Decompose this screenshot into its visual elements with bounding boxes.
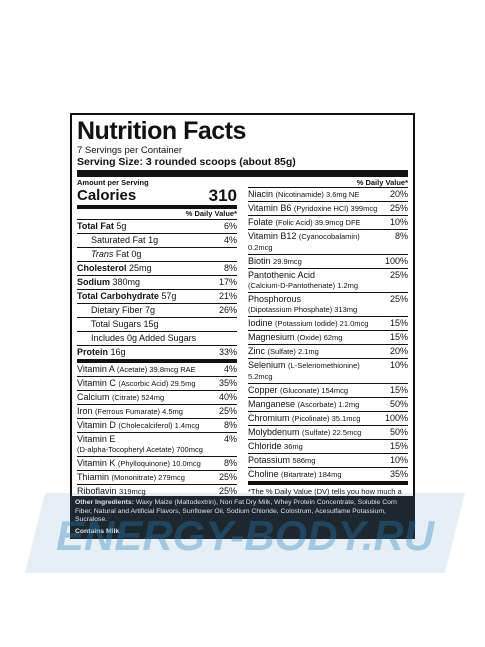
nutrient-row: Total Fat 5g 6% <box>77 220 237 234</box>
vitamin-row: Vitamin D (Cholecalciferol) 1.4mcg 8% <box>77 419 237 433</box>
amount-per-serving: Amount per Serving <box>77 178 149 187</box>
mineral-row: Chromium (Picolinate) 35.1mcg 100% <box>248 412 408 426</box>
vitamin-row: Vitamin K (Phylloquinone) 10.0mcg 8% <box>77 457 237 471</box>
mineral-row: Molybdenum (Sulfate) 22.5mcg 50% <box>248 426 408 440</box>
mineral-row: Vitamin B6 (Pyridoxine HCl) 399mcg 25% <box>248 202 408 216</box>
calories-value: 310 <box>208 186 237 205</box>
divider-bar <box>77 170 408 177</box>
nutrient-row: Sodium 380mg 17% <box>77 276 237 290</box>
ingredients-box: Other Ingredients: Waxy Maize (Maltodext… <box>70 496 415 539</box>
nutrient-row: Cholesterol 25mg 8% <box>77 262 237 276</box>
vitamin-row: Thiamin (Mononitrate) 279mcg 25% <box>77 471 237 485</box>
ingredients-text: Waxy Maize (Maltodextrin), Non Fat Dry M… <box>75 499 397 523</box>
nutrition-facts-panel: Nutrition Facts 7 Servings per Container… <box>70 113 415 521</box>
mineral-row: Magnesium (Oxide) 62mg 15% <box>248 331 408 345</box>
servings-per-container: 7 Servings per Container <box>77 145 183 156</box>
nutrient-row: Total Sugars 15g <box>77 318 237 332</box>
right-column: % Daily Value* Niacin (Nicotinamide) 3.6… <box>248 178 408 522</box>
nutrition-facts-title: Nutrition Facts <box>77 117 246 145</box>
nutrient-row: Includes 0g Added Sugars <box>77 332 237 346</box>
label-columns: Amount per Serving Calories 310 % Daily … <box>77 178 408 522</box>
mineral-row: Biotin 29.9mcg 100% <box>248 255 408 269</box>
mineral-row: Manganese (Ascorbate) 1.2mg 50% <box>248 398 408 412</box>
left-column: Amount per Serving Calories 310 % Daily … <box>77 178 237 522</box>
calories-label: Calories <box>77 187 137 204</box>
mineral-row: Copper (Gluconate) 154mcg 15% <box>248 384 408 398</box>
allergen-statement: Contains Milk <box>75 527 120 535</box>
mineral-row: Folate (Folic Acid) 39.9mcg DFE 10% <box>248 216 408 230</box>
mineral-row: Pantothenic Acid (Calcium-D-Pantothenate)… <box>248 269 408 293</box>
mineral-row: Zinc (Sulfate) 2.1mg 20% <box>248 345 408 359</box>
mineral-row: Chloride 36mg 15% <box>248 440 408 454</box>
vitamin-row: Iron (Ferrous Fumarate) 4.5mg 25% <box>77 405 237 419</box>
vitamin-row: Vitamin C (Ascorbic Acid) 29.5mg 35% <box>77 377 237 391</box>
calories-row: Calories 310 <box>77 187 237 209</box>
nutrient-row: Saturated Fat 1g 4% <box>77 234 237 248</box>
serving-size: Serving Size: 3 rounded scoops (about 85… <box>77 156 296 168</box>
vitamin-row: Vitamin E (D-alpha-Tocopheryl Acetate) 70… <box>77 433 237 457</box>
mineral-row: Choline (Bitartrate) 184mg 35% <box>248 468 408 482</box>
mineral-row: Vitamin B12 (Cyanocobalamin) 0.2mcg 8% <box>248 230 408 255</box>
mineral-row: Phosphorous (Dipotassium Phosphate) 313mg… <box>248 293 408 317</box>
vitamin-row: Vitamin A (Acetate) 39.8mcg RAE 4% <box>77 363 237 377</box>
mineral-row: Iodine (Potassium Iodide) 21.0mcg 15% <box>248 317 408 331</box>
right-daily-value-header: % Daily Value* <box>248 178 408 188</box>
nutrient-row: Protein 16g 33% <box>77 346 237 363</box>
nutrient-row: Dietary Fiber 7g 26% <box>77 304 237 318</box>
nutrient-row: Trans Fat 0g <box>77 248 237 262</box>
ingredients-label: Other Ingredients: <box>75 499 134 506</box>
mineral-row: Potassium 586mg 10% <box>248 454 408 468</box>
ingredients-paragraph: Other Ingredients: Waxy Maize (Maltodext… <box>75 499 410 525</box>
nutrient-row: Total Carbohydrate 57g 21% <box>77 290 237 304</box>
mineral-row: Niacin (Nicotinamide) 3.6mg NE 20% <box>248 188 408 202</box>
daily-value-header: % Daily Value* <box>77 209 237 220</box>
mineral-row: Selenium (L-Selenomethionine) 5.2mcg 10% <box>248 359 408 384</box>
vitamin-row: Calcium (Citrate) 524mg 40% <box>77 391 237 405</box>
